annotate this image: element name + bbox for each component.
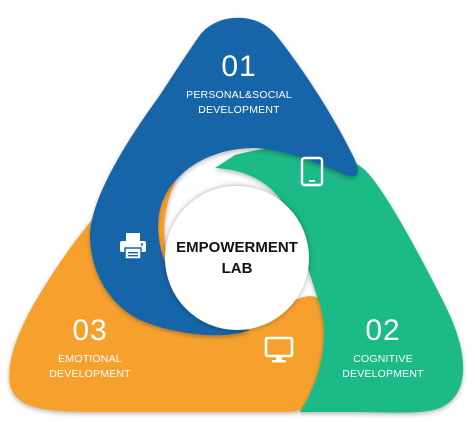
segment-03-title-line1: EMOTIONAL [58, 353, 122, 365]
segment-01-title-line2: DEVELOPMENT [198, 104, 280, 116]
printer-icon [120, 233, 146, 260]
segment-02-title-line2: DEVELOPMENT [342, 368, 424, 380]
segment-01-title-line1: PERSONAL&SOCIAL [186, 89, 292, 101]
monitor-icon [264, 336, 294, 363]
segment-02-number: 02 [365, 314, 401, 347]
segment-personal-social [89, 17, 358, 336]
segment-cognitive [215, 147, 464, 413]
segment-02-title-line1: COGNITIVE [353, 353, 413, 365]
tablet-icon [300, 156, 324, 187]
segment-03-number: 03 [72, 314, 108, 347]
center-title-line2: LAB [221, 260, 253, 277]
segment-03-title-line2: DEVELOPMENT [49, 368, 131, 380]
center-title-line1: EMPOWERMENT [176, 239, 298, 256]
segment-01-number: 01 [221, 50, 257, 83]
center-circle [165, 186, 309, 330]
